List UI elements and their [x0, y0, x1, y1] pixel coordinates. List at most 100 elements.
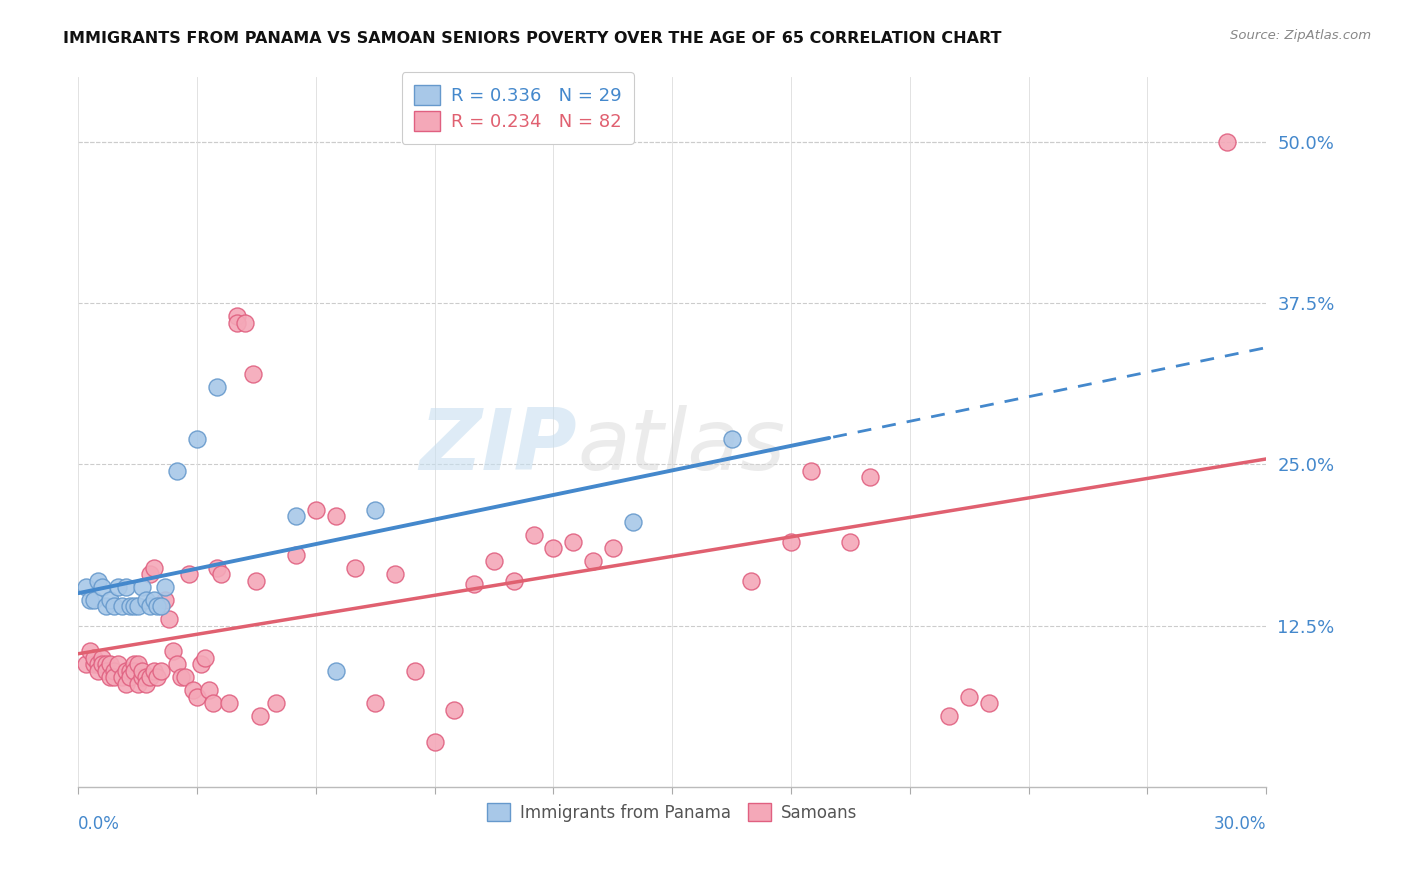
Point: [131, 580, 153, 594]
Point: [502, 574, 524, 588]
Point: [157, 612, 180, 626]
Point: [740, 574, 762, 588]
Point: [800, 464, 823, 478]
Point: [150, 599, 173, 614]
Point: [131, 664, 153, 678]
Point: [225, 316, 247, 330]
Point: [83, 657, 105, 672]
Point: [118, 670, 141, 684]
Point: [218, 696, 240, 710]
Point: [166, 657, 188, 672]
Point: [98, 657, 121, 672]
Point: [103, 664, 125, 678]
Point: [142, 560, 165, 574]
Point: [186, 690, 208, 704]
Point: [186, 432, 208, 446]
Point: [249, 709, 271, 723]
Point: [107, 580, 129, 594]
Point: [79, 644, 101, 658]
Legend: Immigrants from Panama, Samoans: Immigrants from Panama, Samoans: [481, 797, 865, 829]
Point: [364, 502, 387, 516]
Point: [957, 690, 980, 704]
Point: [198, 683, 221, 698]
Point: [179, 567, 201, 582]
Text: 30.0%: 30.0%: [1213, 815, 1267, 833]
Point: [83, 651, 105, 665]
Point: [107, 657, 129, 672]
Point: [384, 567, 406, 582]
Point: [582, 554, 605, 568]
Point: [443, 702, 465, 716]
Point: [75, 580, 97, 594]
Text: atlas: atlas: [578, 405, 785, 488]
Point: [245, 574, 267, 588]
Point: [122, 657, 145, 672]
Point: [364, 696, 387, 710]
Point: [75, 657, 97, 672]
Point: [135, 593, 157, 607]
Point: [103, 670, 125, 684]
Point: [79, 593, 101, 607]
Point: [91, 580, 114, 594]
Point: [94, 664, 117, 678]
Point: [131, 670, 153, 684]
Point: [205, 560, 228, 574]
Point: [135, 677, 157, 691]
Point: [463, 577, 485, 591]
Point: [285, 548, 308, 562]
Point: [114, 677, 136, 691]
Point: [127, 677, 149, 691]
Point: [146, 599, 169, 614]
Point: [114, 580, 136, 594]
Point: [138, 599, 160, 614]
Text: Source: ZipAtlas.com: Source: ZipAtlas.com: [1230, 29, 1371, 42]
Point: [194, 651, 217, 665]
Point: [423, 735, 446, 749]
Point: [111, 599, 134, 614]
Point: [242, 367, 264, 381]
Point: [209, 567, 232, 582]
Point: [162, 644, 184, 658]
Point: [201, 696, 224, 710]
Point: [621, 516, 644, 530]
Point: [190, 657, 212, 672]
Point: [135, 670, 157, 684]
Point: [91, 651, 114, 665]
Point: [155, 580, 177, 594]
Point: [94, 599, 117, 614]
Point: [127, 599, 149, 614]
Point: [87, 574, 110, 588]
Point: [155, 593, 177, 607]
Point: [122, 664, 145, 678]
Point: [285, 509, 308, 524]
Point: [114, 664, 136, 678]
Point: [839, 534, 862, 549]
Point: [233, 316, 256, 330]
Text: ZIP: ZIP: [419, 405, 578, 488]
Point: [118, 599, 141, 614]
Point: [938, 709, 960, 723]
Point: [150, 664, 173, 678]
Point: [87, 657, 110, 672]
Point: [859, 470, 882, 484]
Text: IMMIGRANTS FROM PANAMA VS SAMOAN SENIORS POVERTY OVER THE AGE OF 65 CORRELATION : IMMIGRANTS FROM PANAMA VS SAMOAN SENIORS…: [63, 31, 1001, 46]
Point: [98, 670, 121, 684]
Point: [111, 670, 134, 684]
Point: [325, 509, 347, 524]
Point: [94, 657, 117, 672]
Point: [166, 464, 188, 478]
Point: [146, 670, 169, 684]
Point: [118, 664, 141, 678]
Point: [977, 696, 1000, 710]
Point: [720, 432, 742, 446]
Point: [562, 534, 585, 549]
Point: [344, 560, 367, 574]
Point: [142, 593, 165, 607]
Point: [138, 670, 160, 684]
Point: [142, 664, 165, 678]
Point: [264, 696, 287, 710]
Point: [122, 599, 145, 614]
Point: [780, 534, 803, 549]
Point: [181, 683, 204, 698]
Point: [138, 567, 160, 582]
